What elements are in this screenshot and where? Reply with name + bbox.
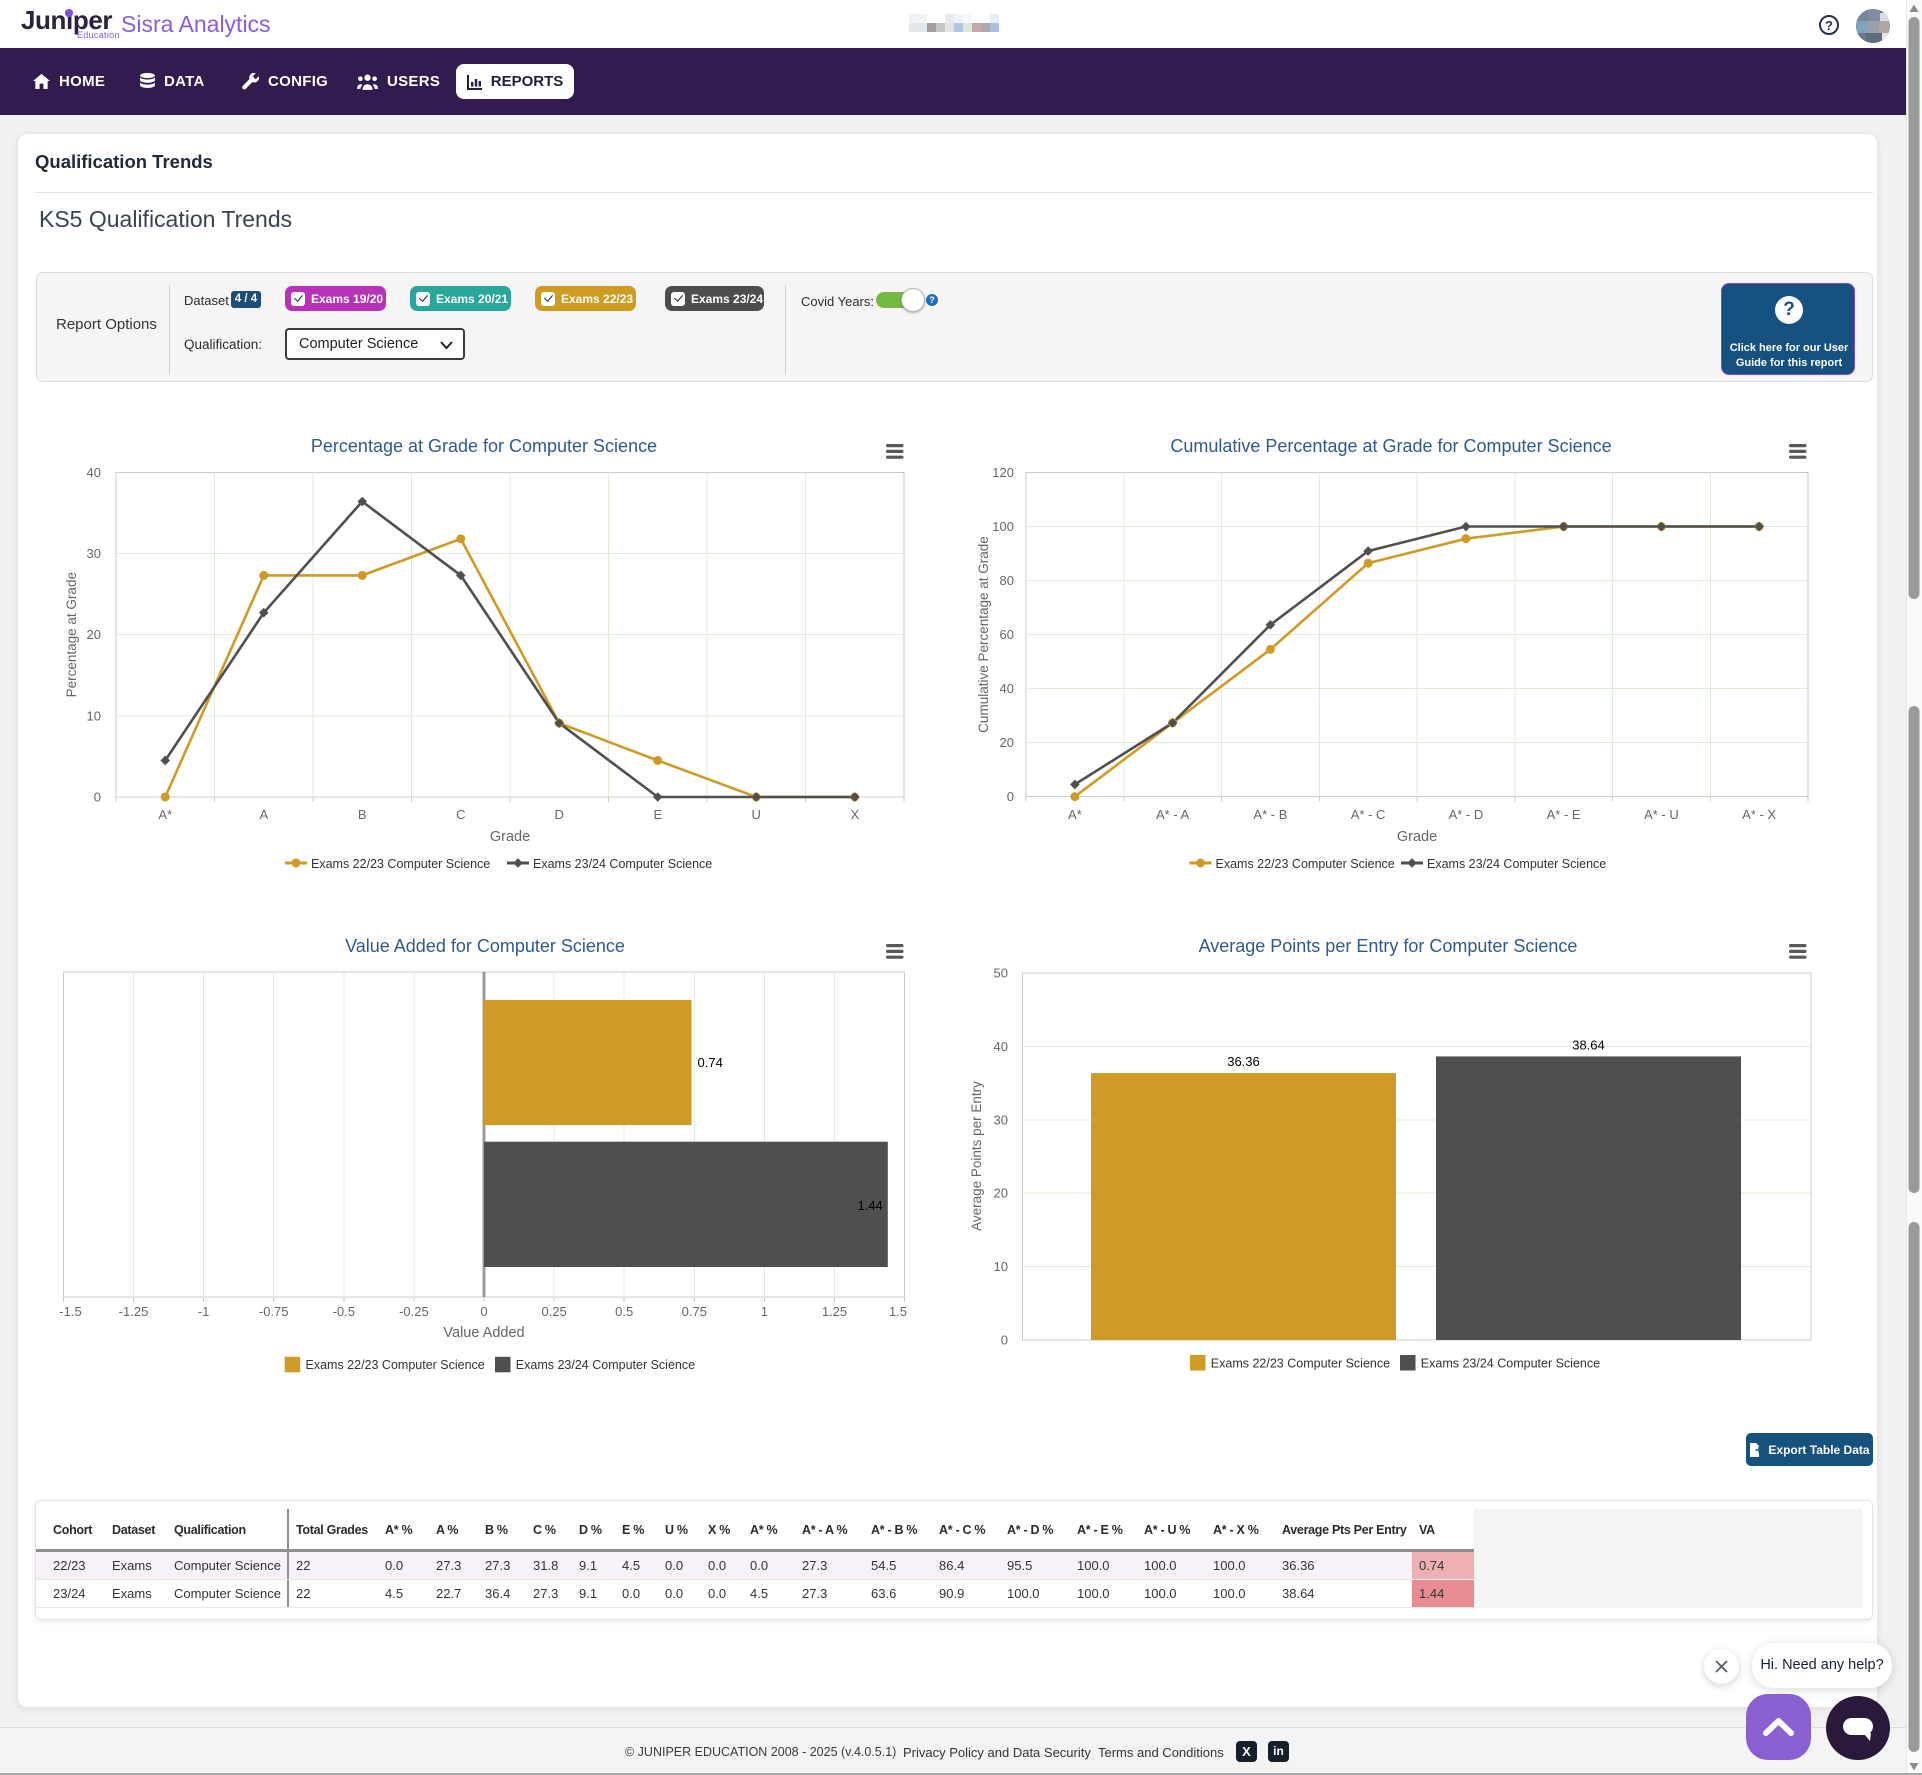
svg-text:A: A	[259, 807, 268, 822]
svg-text:D: D	[555, 807, 564, 822]
svg-text:50: 50	[994, 966, 1008, 981]
svg-text:Exams 23/24 Computer Science: Exams 23/24 Computer Science	[516, 1358, 695, 1372]
svg-text:-1.25: -1.25	[119, 1304, 149, 1319]
svg-text:-0.25: -0.25	[399, 1304, 429, 1319]
svg-text:1.44: 1.44	[857, 1198, 882, 1213]
svg-text:Cumulative Percentage at Grade: Cumulative Percentage at Grade for Compu…	[1170, 436, 1611, 456]
svg-text:120: 120	[992, 465, 1014, 480]
svg-text:0: 0	[480, 1304, 487, 1319]
svg-text:-0.5: -0.5	[333, 1304, 355, 1319]
svg-text:38.64: 38.64	[1572, 1037, 1605, 1052]
svg-text:36.36: 36.36	[1227, 1054, 1260, 1069]
svg-text:20: 20	[87, 627, 101, 642]
svg-text:20: 20	[994, 1186, 1008, 1201]
svg-text:Value Added: Value Added	[443, 1325, 524, 1341]
svg-text:A* - D: A* - D	[1449, 807, 1484, 822]
svg-text:A* - A: A* - A	[1156, 807, 1190, 822]
svg-text:E: E	[653, 807, 662, 822]
svg-text:20: 20	[1000, 735, 1014, 750]
svg-text:A* - X: A* - X	[1742, 807, 1776, 822]
svg-text:0: 0	[1007, 789, 1014, 804]
svg-text:Exams 22/23 Computer Science: Exams 22/23 Computer Science	[306, 1358, 485, 1372]
svg-text:0.74: 0.74	[698, 1055, 723, 1070]
svg-text:1.5: 1.5	[889, 1304, 907, 1319]
svg-text:80: 80	[1000, 573, 1014, 588]
svg-text:Cumulative Percentage at Grade: Cumulative Percentage at Grade	[976, 536, 991, 733]
svg-text:40: 40	[994, 1039, 1008, 1054]
svg-text:100: 100	[992, 519, 1014, 534]
svg-text:0: 0	[94, 790, 101, 805]
svg-text:30: 30	[87, 546, 101, 561]
svg-text:-1: -1	[198, 1304, 210, 1319]
svg-text:A* - E: A* - E	[1547, 807, 1581, 822]
svg-text:Percentage at Grade for Comput: Percentage at Grade for Computer Science	[311, 436, 657, 456]
svg-text:40: 40	[1000, 681, 1014, 696]
svg-text:Exams 22/23 Computer Science: Exams 22/23 Computer Science	[311, 857, 490, 871]
svg-text:30: 30	[994, 1112, 1008, 1127]
svg-text:A*: A*	[158, 807, 172, 822]
svg-text:A*: A*	[1068, 807, 1082, 822]
svg-text:Exams 23/24 Computer Science: Exams 23/24 Computer Science	[533, 857, 712, 871]
svg-text:A* - C: A* - C	[1351, 807, 1386, 822]
svg-text:Value Added for Computer Scien: Value Added for Computer Science	[345, 936, 625, 956]
svg-text:Grade: Grade	[490, 829, 530, 845]
svg-text:0: 0	[1001, 1333, 1008, 1348]
svg-text:Grade: Grade	[1397, 829, 1437, 845]
svg-text:60: 60	[1000, 627, 1014, 642]
svg-text:C: C	[456, 807, 465, 822]
svg-text:U: U	[752, 807, 761, 822]
svg-text:1.25: 1.25	[822, 1304, 847, 1319]
svg-text:0.5: 0.5	[615, 1304, 633, 1319]
svg-text:A* - B: A* - B	[1253, 807, 1287, 822]
svg-text:1: 1	[761, 1304, 768, 1319]
svg-text:0.25: 0.25	[541, 1304, 566, 1319]
svg-text:Average Points per Entry: Average Points per Entry	[969, 1081, 984, 1231]
svg-text:B: B	[358, 807, 367, 822]
svg-text:Average Points per Entry for C: Average Points per Entry for Computer Sc…	[1199, 936, 1578, 956]
svg-text:X: X	[850, 807, 859, 822]
svg-text:40: 40	[87, 465, 101, 480]
svg-text:0.75: 0.75	[682, 1304, 707, 1319]
svg-text:-0.75: -0.75	[259, 1304, 289, 1319]
svg-text:Percentage at Grade: Percentage at Grade	[64, 572, 79, 697]
svg-text:Exams 23/24 Computer Science: Exams 23/24 Computer Science	[1427, 857, 1606, 871]
svg-text:-1.5: -1.5	[59, 1304, 81, 1319]
svg-text:Exams 22/23 Computer Science: Exams 22/23 Computer Science	[1211, 1357, 1390, 1371]
svg-text:A* - U: A* - U	[1644, 807, 1679, 822]
svg-text:10: 10	[994, 1259, 1008, 1274]
svg-text:Exams 23/24 Computer Science: Exams 23/24 Computer Science	[1421, 1357, 1600, 1371]
svg-text:Exams 22/23 Computer Science: Exams 22/23 Computer Science	[1216, 857, 1395, 871]
svg-text:10: 10	[87, 708, 101, 723]
